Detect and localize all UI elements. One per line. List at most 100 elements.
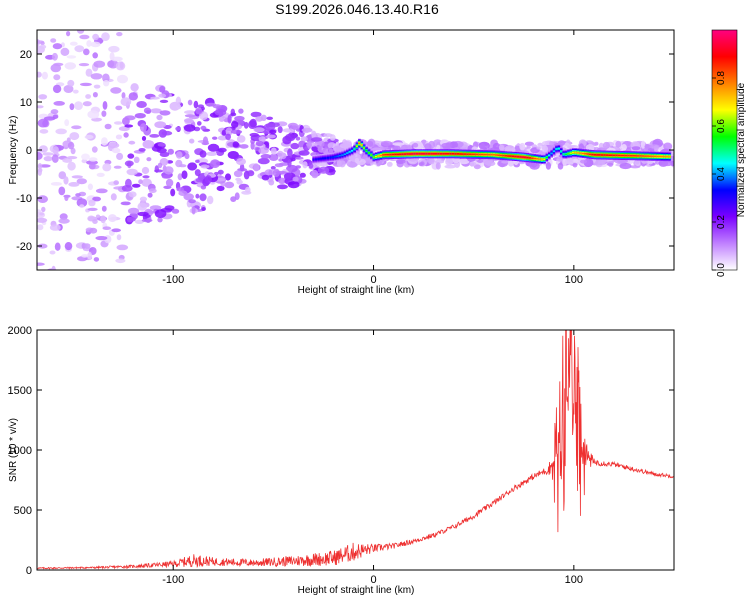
- spectrogram-blob: [111, 147, 121, 154]
- spectrogram-ridge-cell: [326, 157, 330, 159]
- spectrogram-ridge-cell: [543, 158, 546, 161]
- spectrogram-blob: [66, 30, 71, 37]
- spectrogram-ridge-cell: [389, 153, 392, 156]
- snr-x-label: Height of straight line (km): [298, 585, 415, 596]
- spectrogram-blob: [231, 121, 239, 128]
- spectrogram-blob: [149, 205, 162, 211]
- spectrogram-blob: [207, 195, 214, 205]
- spectrogram-blob: [292, 176, 299, 182]
- spectrogram-ridge-cell: [639, 155, 642, 157]
- spectrogram-blob: [260, 154, 272, 159]
- spectrogram-ridge-cell: [504, 155, 508, 157]
- spectrogram-blob: [52, 146, 59, 154]
- spectrogram-ridge-cell: [620, 154, 623, 157]
- spectrogram-blob: [37, 152, 43, 160]
- spectrogram-blob: [278, 177, 286, 184]
- spectrogram-blob: [136, 101, 147, 108]
- spectrogram-blob: [69, 41, 78, 46]
- spectrogram-ridge-cell: [401, 153, 404, 155]
- colorbar-tick-label: 0.6: [716, 119, 727, 133]
- spectrogram-blob: [154, 169, 164, 173]
- spectrogram-blob: [88, 163, 96, 170]
- spectrogram-blob: [425, 159, 435, 163]
- spectrogram-blob: [277, 184, 288, 190]
- spectrogram-blob: [108, 214, 117, 223]
- spectrogram-blob: [195, 193, 200, 199]
- spectrogram-blob: [199, 111, 209, 121]
- spectrogram-blob: [101, 110, 107, 117]
- spectrogram-blob: [572, 158, 579, 163]
- spectrogram-blob: [268, 153, 279, 161]
- spectrogram-ridge-cell: [331, 156, 335, 159]
- spectrogram-blob: [116, 31, 123, 37]
- spectrogram-blob: [77, 272, 83, 277]
- spectrogram-ridge-cell: [562, 153, 565, 156]
- spectrogram-blob: [72, 89, 79, 94]
- snr-y-label: SNR (10 * v/v): [8, 418, 19, 482]
- spectrogram-ridge-cell: [418, 153, 421, 155]
- spectrogram-blob: [37, 224, 44, 231]
- spectrogram-blob: [165, 178, 174, 187]
- spectrogram-blob: [87, 207, 98, 211]
- spectrogram-blob: [114, 121, 123, 125]
- spectrogram-blob: [87, 251, 93, 260]
- spectrogram-blob: [261, 174, 270, 181]
- colorbar: 0.0 0.2 0.4 0.6 0.8 Normalized spectral ampl…: [711, 29, 747, 277]
- spectrogram-blob: [221, 129, 227, 137]
- spectrogram-blob: [287, 148, 293, 158]
- spectrogram-blob: [100, 215, 106, 224]
- spectrogram-ridge-cell: [346, 152, 349, 154]
- spectrogram-blob: [39, 44, 47, 50]
- colorbar-tick-label: 0.0: [716, 263, 727, 277]
- spectrogram-blob: [230, 112, 237, 117]
- spectrogram-blob: [299, 172, 306, 178]
- spectrogram-x-label: Height of straight line (km): [298, 285, 415, 296]
- spectrogram-blob: [254, 147, 260, 151]
- spectrogram-y-label: Frequency (Hz): [8, 116, 19, 185]
- spectrogram-blob: [137, 202, 148, 211]
- spectrogram-ridge-cell: [586, 153, 590, 155]
- spectrogram-blob: [177, 173, 183, 181]
- spectrogram-blob: [120, 201, 131, 206]
- spectrogram-blob: [295, 136, 301, 141]
- spectrogram-blob: [115, 258, 126, 264]
- spectrogram-blob: [70, 147, 76, 155]
- spectrogram-ridge-cell: [612, 154, 616, 157]
- spectrogram-blob: [282, 128, 294, 133]
- spectrogram-blob: [298, 150, 310, 156]
- spectrogram-blob: [270, 147, 277, 155]
- spectrogram-ridge-cell: [507, 155, 510, 157]
- spectrogram-blob: [120, 97, 132, 107]
- colorbar-tick-label: 0.8: [716, 71, 727, 85]
- spectrogram-ridge-cell: [636, 155, 640, 157]
- spectrogram-blob: [139, 123, 147, 132]
- spectrogram-blob: [124, 115, 136, 121]
- spectrogram-ridge-cell: [360, 144, 364, 146]
- spectrogram-ridge-cell: [649, 155, 652, 157]
- spectrogram-blob: [92, 52, 98, 59]
- spectrogram-blob: [572, 162, 578, 168]
- spectrogram-blob: [50, 182, 63, 186]
- spectrogram-blob: [81, 153, 90, 161]
- spectrogram-blob: [126, 216, 134, 223]
- spectrogram-ridge-cell: [432, 153, 436, 155]
- spectrogram-ridge-cell: [394, 153, 397, 156]
- spectrogram-blob: [266, 134, 276, 139]
- spectrogram-ridge-cell: [564, 153, 568, 156]
- spectrogram-blob: [81, 254, 89, 258]
- spectrogram-blob: [247, 170, 255, 177]
- spectrogram-blob: [142, 175, 150, 179]
- spectrogram-blob: [504, 145, 515, 153]
- spectrogram-blob: [58, 171, 67, 180]
- spectrogram-ridge-cell: [572, 151, 575, 154]
- spectrogram-blob: [564, 142, 570, 147]
- spectrogram-blob: [287, 122, 299, 129]
- spectrogram-ridge-cell: [387, 153, 390, 156]
- spectrogram-blob: [85, 94, 91, 99]
- spectrogram-ridge-cell: [658, 155, 662, 158]
- spectrogram-blob: [157, 143, 166, 147]
- spectrogram-ridge-cell: [475, 153, 479, 156]
- spectrogram-blob: [93, 257, 100, 262]
- spectrogram-blob: [621, 144, 627, 151]
